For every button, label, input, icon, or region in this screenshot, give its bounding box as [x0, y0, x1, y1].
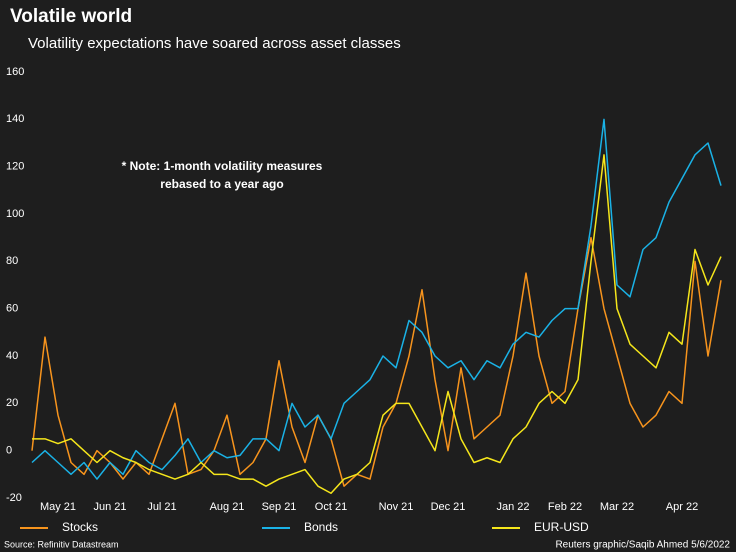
legend-label: EUR-USD — [534, 520, 589, 534]
x-tick-label: Oct 21 — [315, 501, 347, 513]
x-tick-label: Jan 22 — [496, 501, 529, 513]
x-tick-label: Dec 21 — [431, 501, 466, 513]
annotation: rebased to a year ago — [160, 177, 283, 191]
series-line — [32, 154, 722, 495]
x-tick-label: Aug 21 — [210, 501, 245, 513]
y-tick-label: 40 — [6, 350, 18, 362]
legend-label: Stocks — [62, 520, 98, 534]
x-tick-label: Sep 21 — [262, 501, 297, 513]
chart-title: Volatile world — [10, 6, 132, 27]
y-tick-label: 160 — [6, 66, 24, 78]
x-tick-label: Nov 21 — [379, 501, 414, 513]
y-tick-label: 120 — [6, 161, 24, 173]
x-tick-label: Jul 21 — [147, 501, 176, 513]
chart-subtitle: Volatility expectations have soared acro… — [28, 35, 401, 52]
y-tick-label: 0 — [6, 445, 12, 457]
y-tick-label: 80 — [6, 255, 18, 267]
y-tick-label: 20 — [6, 397, 18, 409]
y-tick-label: -20 — [6, 492, 22, 504]
credit: Reuters graphic/Saqib Ahmed 5/6/2022 — [555, 540, 730, 551]
y-tick-label: 60 — [6, 303, 18, 315]
x-tick-label: Feb 22 — [548, 501, 582, 513]
source: Source: Refinitiv Datastream — [4, 539, 119, 549]
x-tick-label: May 21 — [40, 501, 76, 513]
annotation: * Note: 1-month volatility measures — [122, 159, 323, 173]
series-line — [31, 118, 722, 480]
y-tick-label: 100 — [6, 208, 24, 220]
x-tick-label: Mar 22 — [600, 501, 634, 513]
x-tick-label: Jun 21 — [93, 501, 126, 513]
x-tick-label: Apr 22 — [666, 501, 698, 513]
series-line — [31, 236, 722, 487]
legend-label: Bonds — [304, 520, 338, 534]
y-tick-label: 140 — [6, 113, 24, 125]
